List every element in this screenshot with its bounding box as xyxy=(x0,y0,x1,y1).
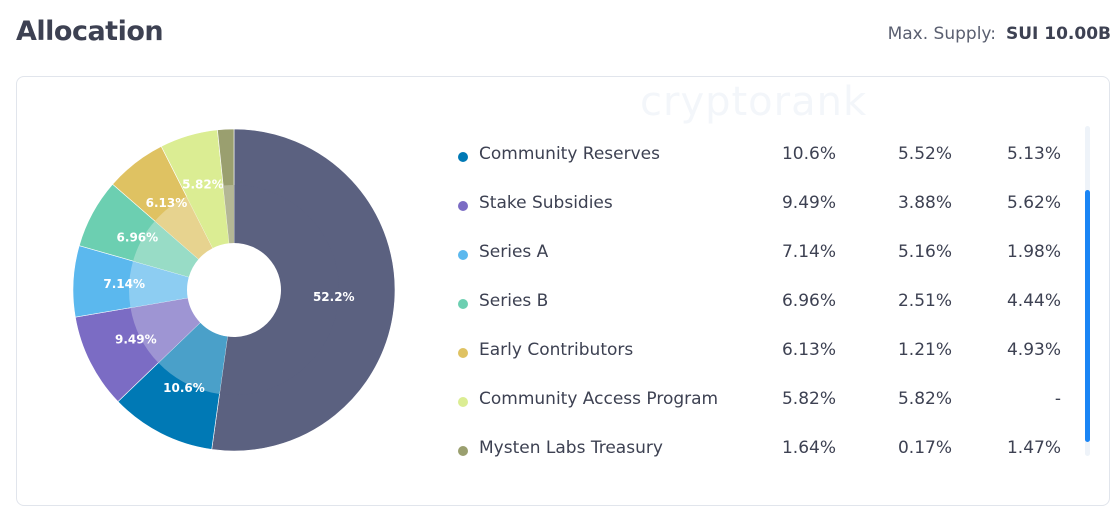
legend-label: Mysten Labs Treasury xyxy=(479,438,663,458)
legend-col2: 5.82% xyxy=(897,389,952,409)
watermark: cryptorank xyxy=(640,79,868,125)
pie-slice-inner xyxy=(154,196,213,260)
legend-total: 5.82% xyxy=(781,389,836,409)
pie-data-label: 5.82% xyxy=(182,177,224,191)
legend-col2: 5.52% xyxy=(897,144,952,164)
pie-data-label: 6.13% xyxy=(146,196,188,210)
legend-col2: 3.88% xyxy=(897,193,952,213)
max-supply-label: Max. Supply: xyxy=(887,24,996,44)
legend-col3: 1.98% xyxy=(1006,242,1061,262)
page-title: Allocation xyxy=(16,16,164,47)
legend-row[interactable]: Community Reserves 10.6% 5.52% 5.13% xyxy=(455,142,1070,172)
legend-row[interactable]: Series A 7.14% 5.16% 1.98% xyxy=(455,240,1070,270)
legend-total: 9.49% xyxy=(781,193,836,213)
legend-col3: 5.13% xyxy=(1006,144,1061,164)
pie-slice-inner xyxy=(158,322,228,394)
legend-col2: 5.16% xyxy=(897,242,952,262)
legend-col3: 4.93% xyxy=(1006,340,1061,360)
pie-slice-inner xyxy=(186,185,230,249)
pie-slice-inner xyxy=(130,297,201,363)
legend-total: 1.64% xyxy=(781,438,836,458)
legend-col3: - xyxy=(1054,389,1061,409)
scrollbar[interactable] xyxy=(1085,126,1090,456)
legend-dot-icon xyxy=(458,397,468,407)
pie-data-label: 52.2% xyxy=(313,290,355,304)
legend-col3: 5.62% xyxy=(1006,193,1061,213)
pie-data-label: 7.14% xyxy=(103,277,145,291)
pie-slice-inner xyxy=(133,221,199,278)
legend-dot-icon xyxy=(458,250,468,260)
legend-total: 10.6% xyxy=(781,144,836,164)
legend-total: 6.13% xyxy=(781,340,836,360)
legend-label: Stake Subsidies xyxy=(479,193,613,213)
legend-row[interactable]: Series B 6.96% 2.51% 4.44% xyxy=(455,289,1070,319)
legend-total: 7.14% xyxy=(781,242,836,262)
legend-label: Series B xyxy=(479,291,549,311)
legend-row[interactable]: Stake Subsidies 9.49% 3.88% 5.62% xyxy=(455,191,1070,221)
pie-data-label: 10.6% xyxy=(163,381,205,395)
legend-label: Series A xyxy=(479,242,549,262)
pie-data-label: 6.96% xyxy=(117,230,159,244)
pie-slice-inner xyxy=(219,185,339,395)
legend-total: 6.96% xyxy=(781,291,836,311)
legend-dot-icon xyxy=(458,446,468,456)
legend-dot-icon xyxy=(458,299,468,309)
legend-col2: 0.17% xyxy=(897,438,952,458)
legend-row[interactable]: Community Access Program 5.82% 5.82% - xyxy=(455,387,1070,417)
legend-label: Community Access Program xyxy=(479,389,719,409)
allocation-legend-list[interactable]: Community Reserves 10.6% 5.52% 5.13% Sta… xyxy=(455,130,1075,460)
legend-col2: 1.21% xyxy=(897,340,952,360)
pie-data-label: 9.49% xyxy=(115,333,157,347)
legend-col2: 2.51% xyxy=(897,291,952,311)
max-supply: Max. Supply: SUI 10.00B xyxy=(888,24,1111,44)
allocation-donut-chart: 52.2% 10.6% 9.49% 7.14% 6.96% 6.13% 5.82% xyxy=(72,128,396,452)
max-supply-value: SUI 10.00B xyxy=(1005,24,1111,44)
legend-dot-icon xyxy=(458,348,468,358)
legend-row[interactable]: Mysten Labs Treasury 1.64% 0.17% 1.47% xyxy=(455,436,1070,460)
legend-col3: 1.47% xyxy=(1006,438,1061,458)
legend-row[interactable]: Early Contributors 6.13% 1.21% 4.93% xyxy=(455,338,1070,368)
legend-dot-icon xyxy=(458,201,468,211)
pie-slice-inner xyxy=(223,185,234,244)
legend-label: Early Contributors xyxy=(479,340,634,360)
scrollbar-thumb[interactable] xyxy=(1085,190,1090,442)
legend-dot-icon xyxy=(458,152,468,162)
pie-slice-inner xyxy=(129,261,189,308)
allocation-card xyxy=(16,76,1110,506)
legend-label: Community Reserves xyxy=(479,144,660,164)
legend-col3: 4.44% xyxy=(1006,291,1061,311)
